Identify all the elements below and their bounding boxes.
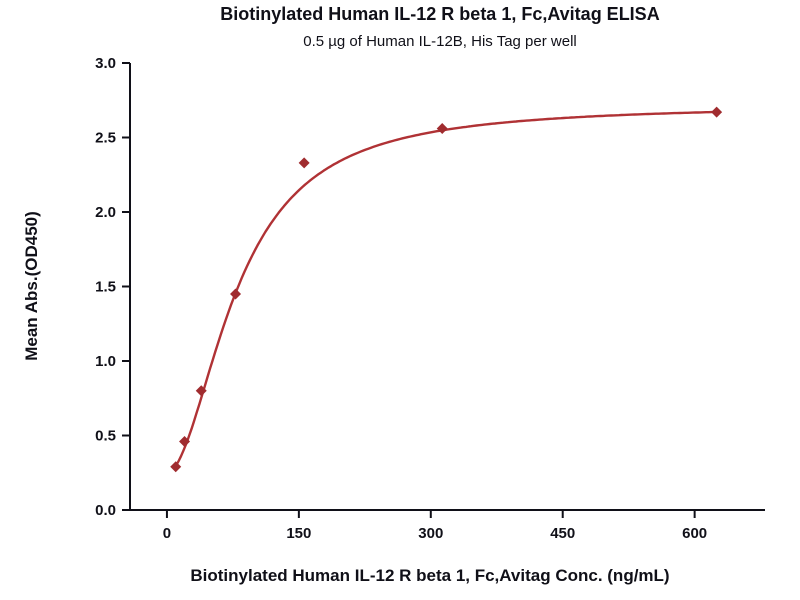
y-tick-label: 1.5 xyxy=(95,279,116,296)
chart-title: Biotinylated Human IL-12 R beta 1, Fc,Av… xyxy=(220,4,660,24)
data-point xyxy=(711,106,723,118)
x-tick-label: 300 xyxy=(418,525,443,542)
x-tick-label: 450 xyxy=(550,525,575,542)
data-point xyxy=(170,461,182,473)
data-point xyxy=(195,385,207,397)
y-tick-label: 0.0 xyxy=(95,502,116,519)
data-point xyxy=(230,288,242,300)
chart-subtitle: 0.5 µg of Human IL-12B, His Tag per well xyxy=(303,33,577,50)
y-tick-label: 0.5 xyxy=(95,428,116,445)
y-tick-label: 1.0 xyxy=(95,353,116,370)
y-tick-label: 2.0 xyxy=(95,204,116,221)
x-tick-label: 0 xyxy=(163,525,171,542)
data-point xyxy=(179,435,191,447)
x-tick-label: 150 xyxy=(286,525,311,542)
x-tick-label: 600 xyxy=(682,525,707,542)
y-tick-label: 2.5 xyxy=(95,130,116,147)
x-axis-label: Biotinylated Human IL-12 R beta 1, Fc,Av… xyxy=(190,566,670,585)
fit-curve xyxy=(174,110,717,467)
y-tick-label: 3.0 xyxy=(95,55,116,72)
elisa-plot: 0.0 0.5 1.0 1.5 2.0 2.5 3.0 0 150 300 450 600 xyxy=(95,55,765,542)
data-point xyxy=(436,123,448,135)
data-point xyxy=(298,157,310,169)
